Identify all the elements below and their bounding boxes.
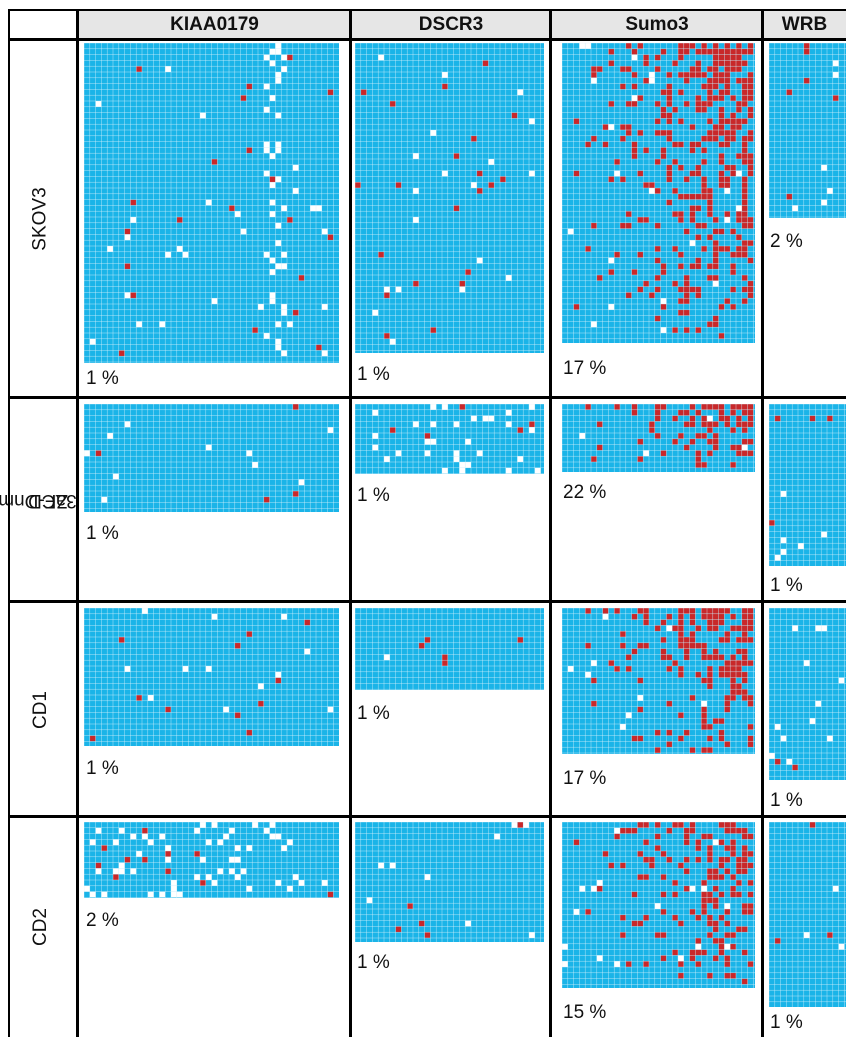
percent-cd2-dscr3: 1 %: [357, 952, 390, 973]
percent-cd1-kiaa0179: 1 %: [86, 758, 119, 779]
percent-skov3-sumo3: 17 %: [563, 358, 607, 379]
heatmap-cd2-kiaa0179: [84, 822, 339, 898]
percent-zf-dscr3: 1 %: [357, 485, 390, 506]
heatmap-skov3-sumo3: [562, 43, 755, 343]
grid-line-row1: [8, 396, 846, 399]
heatmap-skov3-wrb: [769, 43, 846, 218]
heatmap-zf-dscr3: [355, 404, 544, 474]
row-label-cd2: CD2: [8, 817, 74, 1037]
grid-line-col3: [549, 9, 552, 1037]
column-header-kiaa0179: KIAA0179: [78, 10, 351, 39]
grid-line-col2: [349, 9, 352, 1037]
grid-line-row2: [8, 600, 846, 603]
row-label-skov3: SKOV3: [8, 40, 74, 397]
row-label-zf-dnmt3acd: ZF-Dnmt 3aCD: [0, 398, 76, 602]
heatmap-cd1-sumo3: [562, 608, 755, 754]
percent-cd2-wrb: 1 %: [770, 1012, 803, 1033]
percent-cd2-sumo3: 15 %: [563, 1002, 607, 1023]
percent-cd2-kiaa0179: 2 %: [86, 910, 119, 931]
row-label-cd1: CD1: [8, 603, 74, 816]
heatmap-cd2-sumo3: [562, 822, 755, 988]
percent-zf-wrb: 1 %: [770, 575, 803, 596]
grid-line-row3: [8, 815, 846, 818]
percent-cd1-wrb: 1 %: [770, 790, 803, 811]
heatmap-cd1-dscr3: [355, 608, 544, 690]
heatmap-cd2-wrb: [769, 822, 846, 1007]
heatmap-zf-wrb: [769, 404, 846, 566]
heatmap-zf-kiaa0179: [84, 404, 339, 512]
grid-line-top: [8, 9, 846, 11]
row-label-line: 3aCD: [27, 490, 77, 512]
row-label-text: CD1: [29, 690, 51, 729]
percent-cd1-dscr3: 1 %: [357, 703, 390, 724]
row-label-text: CD2: [29, 907, 51, 947]
percent-skov3-kiaa0179: 1 %: [86, 368, 119, 389]
row-label-text: SKOV3: [30, 186, 51, 251]
percent-cd1-sumo3: 17 %: [563, 768, 607, 789]
heatmap-cd1-kiaa0179: [84, 608, 339, 746]
heatmap-zf-sumo3: [562, 404, 755, 472]
percent-skov3-wrb: 2 %: [770, 231, 803, 252]
heatmap-skov3-kiaa0179: [84, 43, 339, 363]
grid-line-col4: [761, 9, 764, 1037]
heatmap-cd1-wrb: [769, 608, 846, 780]
percent-zf-kiaa0179: 1 %: [86, 523, 119, 544]
percent-zf-sumo3: 22 %: [563, 482, 607, 503]
column-header-dscr3: DSCR3: [351, 10, 551, 39]
row-label-text: ZF-Dnmt 3aCD: [0, 463, 76, 538]
grid-line-col1: [76, 9, 79, 1037]
grid-line-header-bottom: [8, 38, 846, 41]
grid-line-left: [8, 9, 10, 1037]
percent-skov3-dscr3: 1 %: [357, 364, 390, 385]
heatmap-cd2-dscr3: [355, 822, 544, 942]
column-header-wrb: WRB: [763, 10, 846, 39]
heatmap-skov3-dscr3: [355, 43, 544, 353]
column-header-sumo3: Sumo3: [551, 10, 763, 39]
